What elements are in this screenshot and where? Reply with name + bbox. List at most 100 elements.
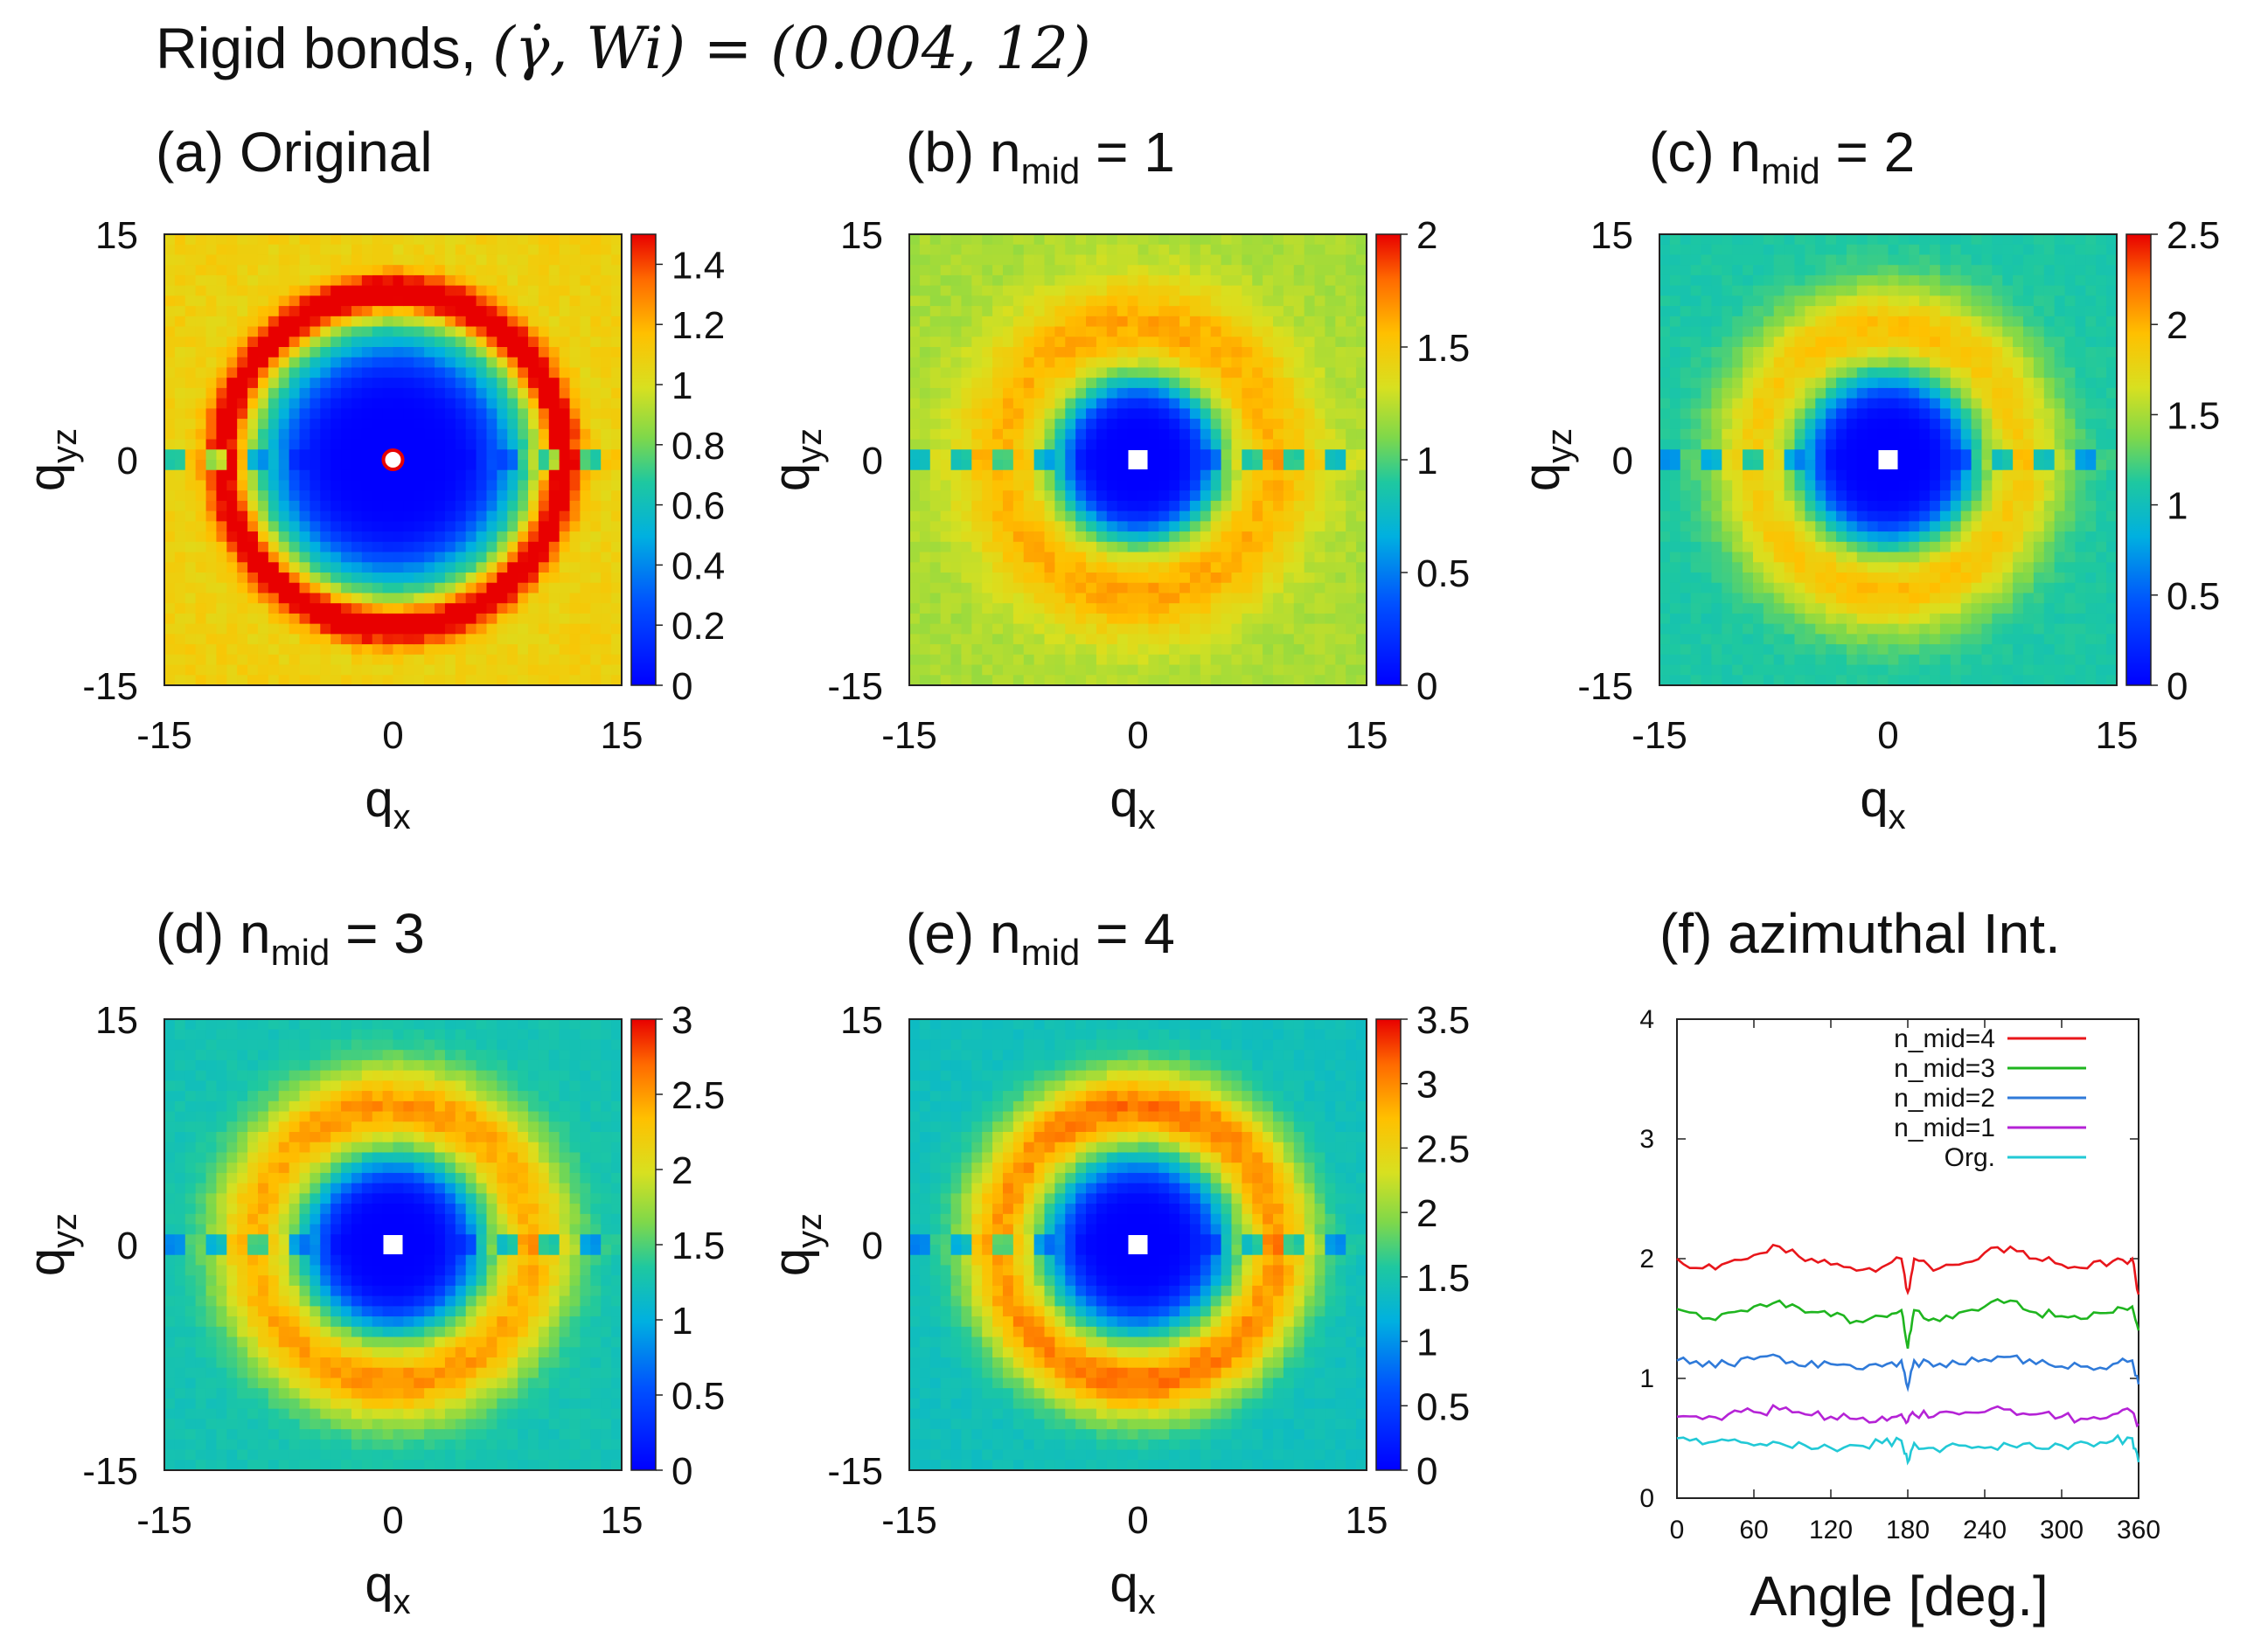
- heatmap-cell: [1158, 244, 1170, 256]
- heatmap-cell: [940, 573, 952, 584]
- heatmap-cell: [1158, 531, 1170, 543]
- x-axis-label: qx: [1110, 771, 1155, 836]
- heatmap-cell: [444, 387, 456, 399]
- heatmap-cell: [435, 593, 446, 604]
- heatmap-cell: [909, 623, 921, 635]
- heatmap-cell: [1293, 541, 1305, 553]
- heatmap-cell: [237, 623, 248, 635]
- heatmap-cell: [1054, 387, 1066, 399]
- heatmap-cell: [486, 675, 497, 686]
- heatmap-cell: [1054, 573, 1066, 584]
- heatmap-cell: [1044, 541, 1056, 553]
- heatmap-cell: [1263, 521, 1274, 532]
- heatmap-cell: [393, 675, 404, 686]
- heatmap-cell: [611, 613, 623, 625]
- heatmap-cell: [164, 347, 176, 358]
- heatmap-cell: [476, 480, 488, 491]
- heatmap-cell: [1335, 398, 1346, 409]
- heatmap-cell: [1273, 387, 1284, 399]
- heatmap-cell: [538, 644, 550, 656]
- heatmap-cell: [1252, 654, 1263, 666]
- heatmap-cell: [559, 644, 571, 656]
- heatmap-cell: [1012, 337, 1025, 348]
- heatmap-cell: [909, 337, 921, 348]
- heatmap-cell: [1148, 254, 1159, 266]
- center-marker: [1128, 450, 1148, 469]
- heatmap-cell: [1169, 593, 1180, 604]
- heatmap-cell: [247, 408, 259, 420]
- heatmap-cell: [1325, 428, 1336, 441]
- heatmap-cell: [361, 274, 373, 287]
- heatmap-cell: [299, 265, 311, 276]
- heatmap-cell: [289, 623, 301, 635]
- heatmap-cell: [929, 552, 942, 563]
- heatmap-cell: [1210, 664, 1222, 676]
- heatmap-cell: [1023, 460, 1035, 471]
- heatmap-cell: [1669, 634, 1681, 645]
- heatmap-cell: [330, 306, 342, 317]
- heatmap-cell: [351, 347, 363, 358]
- heatmap-cell: [486, 419, 497, 430]
- heatmap-cell: [486, 378, 497, 389]
- heatmap-cell: [351, 439, 363, 450]
- heatmap-cell: [205, 449, 218, 461]
- heatmap-cell: [184, 531, 197, 543]
- heatmap-cell: [1106, 347, 1118, 358]
- heatmap-cell: [1148, 398, 1159, 409]
- heatmap-cell: [1012, 531, 1025, 543]
- heatmap-cell: [507, 408, 518, 420]
- heatmap-cell: [1867, 234, 1879, 246]
- heatmap-cell: [1169, 500, 1180, 512]
- heatmap-cell: [1189, 562, 1201, 573]
- heatmap-cell: [1054, 337, 1066, 348]
- heatmap-cell: [1096, 295, 1108, 307]
- heatmap-cell: [403, 234, 414, 246]
- heatmap-cell: [382, 265, 394, 276]
- heatmap-cell: [940, 285, 952, 296]
- heatmap-cell: [1856, 357, 1868, 369]
- heatmap-cell: [1210, 654, 1222, 666]
- heatmap-cell: [465, 562, 477, 573]
- heatmap-cell: [1054, 367, 1066, 378]
- heatmap-cell: [1898, 613, 1910, 625]
- heatmap-cell: [372, 490, 384, 502]
- heatmap-cell: [1701, 337, 1713, 348]
- heatmap-cell: [174, 357, 186, 369]
- heatmap-cell: [548, 347, 560, 358]
- heatmap-cell: [444, 306, 456, 317]
- heatmap-cell: [1752, 664, 1764, 676]
- heatmap-cell: [1189, 367, 1201, 378]
- heatmap-cell: [1169, 603, 1180, 614]
- heatmap-cell: [289, 541, 301, 553]
- heatmap-cell: [403, 593, 414, 604]
- heatmap-cell: [1117, 521, 1129, 532]
- heatmap-cell: [1690, 316, 1702, 328]
- heatmap-cell: [1283, 510, 1295, 522]
- heatmap-cell: [1867, 254, 1879, 266]
- heatmap-cell: [247, 378, 259, 389]
- heatmap-cell: [320, 490, 331, 502]
- heatmap-cell: [320, 469, 331, 482]
- heatmap-cell: [435, 398, 446, 409]
- heatmap-cell: [1283, 644, 1295, 656]
- heatmap-cell: [1826, 541, 1837, 553]
- heatmap-cell: [205, 285, 218, 296]
- heatmap-cell: [237, 500, 248, 512]
- heatmap-cell: [320, 664, 331, 676]
- heatmap-cell: [1815, 408, 1826, 420]
- heatmap-cell: [1346, 419, 1357, 430]
- heatmap-cell: [580, 675, 591, 686]
- heatmap-cell: [1075, 244, 1087, 256]
- heatmap-cell: [476, 469, 488, 482]
- heatmap-cell: [1127, 387, 1139, 399]
- heatmap-cell: [1044, 675, 1056, 686]
- heatmap-cell: [289, 521, 301, 532]
- heatmap-cell: [205, 480, 218, 491]
- heatmap-cell: [1086, 480, 1097, 491]
- heatmap-cell: [1888, 337, 1899, 348]
- heatmap-cell: [961, 408, 972, 420]
- heatmap-cell: [1867, 367, 1879, 378]
- heatmap-cell: [909, 531, 921, 543]
- heatmap-cell: [1826, 521, 1837, 532]
